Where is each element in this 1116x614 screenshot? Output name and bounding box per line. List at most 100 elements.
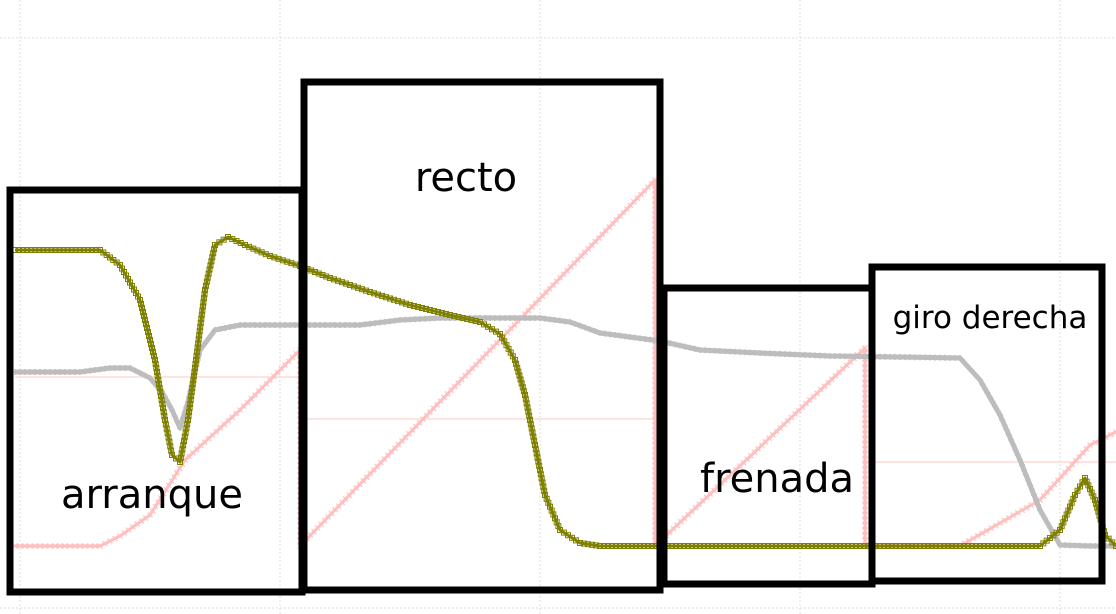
data-point-olive [156, 381, 162, 387]
data-point-gray [1012, 447, 1019, 453]
data-point-pink [862, 405, 868, 412]
data-point-olive [271, 254, 278, 261]
data-point-olive [905, 543, 911, 549]
data-point-gray [1003, 427, 1010, 433]
data-point-olive [472, 318, 479, 324]
data-point-olive [279, 257, 286, 264]
data-point-olive [262, 251, 269, 258]
data-point-gray [582, 324, 588, 331]
data-point-pink [149, 507, 156, 514]
data-point-olive [543, 495, 550, 502]
data-point-olive [195, 340, 202, 347]
data-point-olive [423, 306, 429, 312]
data-point-olive [403, 300, 409, 307]
data-point-gray [1031, 492, 1037, 498]
segment-box-giro-derecha [868, 263, 1106, 585]
data-point-olive [169, 452, 175, 458]
data-point-olive [197, 319, 204, 326]
data-point-olive [16, 247, 23, 253]
data-point-gray [682, 343, 688, 350]
data-point-olive [609, 543, 615, 549]
data-point-olive [367, 289, 373, 295]
data-point-olive [531, 437, 538, 444]
data-point-gray [147, 375, 153, 381]
data-point-pink [32, 543, 38, 549]
data-point-olive [801, 543, 807, 549]
data-point-gray [992, 403, 998, 410]
data-point-gray [567, 319, 573, 325]
data-point-olive [383, 294, 389, 301]
data-point-olive [757, 543, 763, 549]
data-point-olive [793, 543, 799, 549]
data-point-olive [150, 349, 156, 355]
data-point-olive [185, 413, 192, 419]
data-point-pink [862, 502, 868, 509]
data-point-olive [526, 412, 533, 419]
data-point-olive [189, 385, 196, 391]
data-point-olive [817, 543, 823, 549]
data-point-olive [881, 543, 887, 549]
data-point-olive [80, 247, 87, 253]
data-point-olive [88, 247, 95, 253]
data-point-olive [749, 543, 755, 549]
data-point-olive [1067, 503, 1073, 510]
data-point-olive [524, 404, 531, 411]
data-point-gray [999, 417, 1006, 423]
data-point-olive [945, 543, 951, 549]
data-point-olive [177, 459, 183, 465]
data-point-olive [161, 413, 168, 419]
data-point-olive [375, 291, 381, 298]
data-point-pink [142, 515, 149, 521]
data-point-olive [435, 309, 441, 315]
data-point-olive [522, 392, 528, 398]
data-point-pink [171, 473, 178, 480]
data-point-pink [862, 446, 868, 453]
data-point-gray [227, 324, 233, 330]
data-point-olive [1088, 489, 1095, 496]
data-point-pink [138, 518, 145, 524]
data-point-gray [178, 419, 185, 426]
data-point-pink [862, 400, 868, 407]
data-point-gray [969, 368, 975, 375]
data-point-olive [785, 543, 791, 549]
data-point-olive [141, 313, 147, 319]
data-point-pink [862, 471, 868, 478]
data-point-gray [1107, 543, 1114, 549]
data-point-olive [44, 247, 51, 253]
data-point-gray [1033, 497, 1039, 503]
data-point-olive [789, 543, 795, 549]
data-point-olive [1057, 527, 1063, 533]
data-point-olive [929, 543, 935, 549]
data-point-pink [37, 543, 43, 549]
data-point-pink [862, 477, 868, 483]
data-point-olive [202, 282, 209, 289]
data-point-olive [24, 247, 31, 253]
data-point-olive [621, 543, 627, 549]
data-point-olive [455, 314, 462, 320]
data-point-olive [339, 279, 345, 286]
data-point-olive [185, 417, 191, 423]
data-point-pink [165, 482, 172, 489]
data-point-olive [853, 543, 859, 549]
data-point-olive [809, 543, 815, 549]
data-point-olive [315, 270, 322, 277]
data-point-olive [781, 543, 787, 549]
data-point-olive [629, 543, 635, 549]
data-point-olive [1090, 493, 1097, 500]
segment-label-frenada: frenada [700, 456, 854, 502]
data-point-pink [62, 543, 68, 549]
data-point-olive [158, 393, 164, 399]
data-point-gray [1047, 524, 1053, 531]
data-point-gray [1037, 507, 1043, 513]
data-point-olive [745, 543, 751, 549]
data-point-olive [741, 543, 747, 549]
data-point-gray [1042, 515, 1048, 522]
data-point-gray [592, 328, 598, 335]
data-point-gray [1035, 502, 1041, 508]
data-point-olive [165, 434, 172, 441]
data-point-olive [48, 247, 55, 253]
data-point-olive [669, 543, 675, 549]
data-point-gray [587, 326, 593, 333]
data-point-olive [861, 543, 867, 549]
data-point-pink [102, 540, 108, 547]
